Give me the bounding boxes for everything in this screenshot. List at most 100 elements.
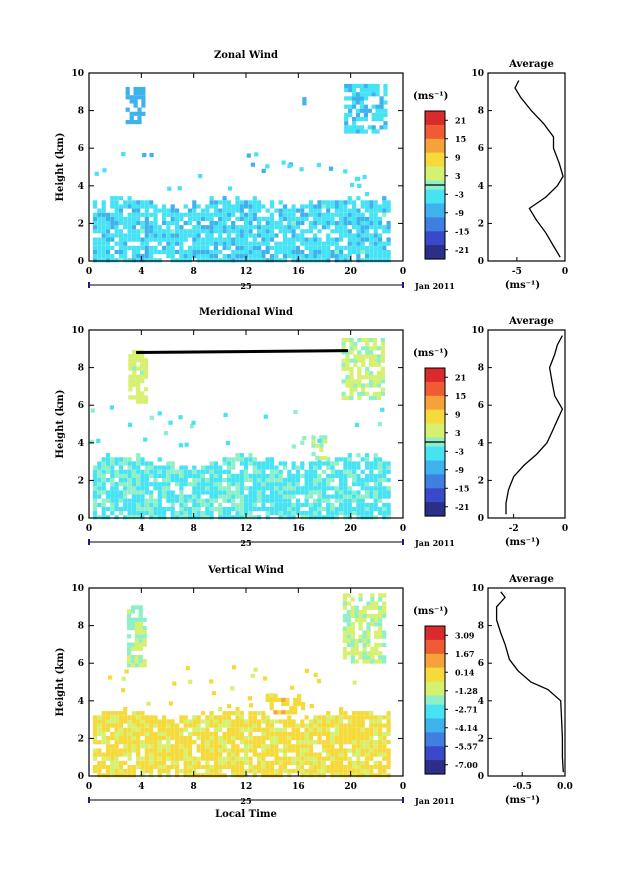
field-cell [252,237,257,242]
field-cell [347,764,352,770]
field-cell [248,769,253,774]
field-cell [140,258,145,263]
field-cell [289,706,294,711]
field-cell [348,104,353,109]
field-cell [248,760,253,765]
field-cell [345,358,350,363]
field-cell [301,706,306,711]
field-cell [357,366,362,371]
field-cell [321,221,326,226]
field-cell [105,490,111,495]
field-cell [326,216,331,221]
field-cell [375,88,380,93]
field-cell [131,212,136,217]
colorbar-tick-label: -15 [455,226,469,236]
profile-y-tick-label: 2 [478,476,484,486]
profile-x-tick-label: 0.0 [557,782,573,792]
field-cell [162,769,167,774]
field-cell [170,744,175,749]
field-cell [261,168,266,173]
field-cell [321,506,326,512]
field-cell [377,473,383,478]
field-cell [304,756,309,761]
field-cell [144,756,149,761]
field-cell [235,482,240,487]
field-cell [235,245,240,250]
field-cell [313,249,318,255]
field-cell [244,469,249,474]
field-cell [278,511,283,516]
field-cell [127,719,132,724]
field-cell [144,473,149,478]
field-cell [352,92,357,97]
field-cell [118,229,123,234]
field-cell [235,506,240,512]
field-cell [330,461,335,466]
field-cell [153,482,158,487]
field-cell [269,736,275,741]
field-cell [192,715,197,720]
field-cell [138,663,143,668]
field-cell [248,502,253,507]
field-cell [352,744,357,749]
field-cell [123,225,128,230]
field-cell [285,710,290,715]
field-cell [261,727,266,732]
field-cell [97,225,102,230]
field-cell [339,457,344,462]
field-cell [226,212,231,217]
field-cell [144,752,149,757]
field-cell [136,515,141,520]
field-cell [360,769,365,774]
field-cell [369,719,374,724]
colorbar-swatch [425,653,445,659]
field-cell [317,249,322,255]
field-cell [261,216,266,221]
field-cell [339,736,344,741]
field-cell [330,221,335,226]
field-cell [282,736,288,741]
field-cell [248,727,253,732]
field-cell [183,719,188,724]
field-cell [352,245,357,250]
field-cell [339,249,344,255]
field-cell [341,342,346,347]
field-cell [330,249,335,255]
field-cell [244,457,249,462]
field-cell [213,494,218,499]
field-cell [369,225,374,230]
field-cell [153,723,158,728]
field-cell [235,764,240,770]
field-cell [316,162,321,168]
field-cell [123,515,128,520]
field-cell [321,225,326,230]
field-cell [352,727,357,732]
field-cell [373,727,378,732]
field-cell [374,651,379,656]
field-cell [343,229,348,234]
field-cell [110,752,115,757]
field-cell [226,515,231,520]
field-cell [326,478,331,483]
colorbar-swatch [425,148,445,154]
field-cell [281,710,286,715]
field-cell [326,221,331,226]
field-cell [166,740,171,745]
field-cell [157,482,162,487]
field-cell [282,731,288,736]
field-cell [200,241,206,246]
field-cell [252,748,257,753]
field-cell [252,486,257,491]
field-cell [356,245,361,250]
field-cell [218,760,223,765]
field-cell [360,457,365,462]
field-cell [348,129,353,134]
field-cell [149,490,154,495]
field-cell [235,773,240,778]
colorbar-swatch [425,185,445,191]
field-cell [153,744,158,749]
field-cell [136,216,141,221]
field-cell [308,241,313,246]
field-cell [291,744,296,749]
field-cell [235,515,240,520]
